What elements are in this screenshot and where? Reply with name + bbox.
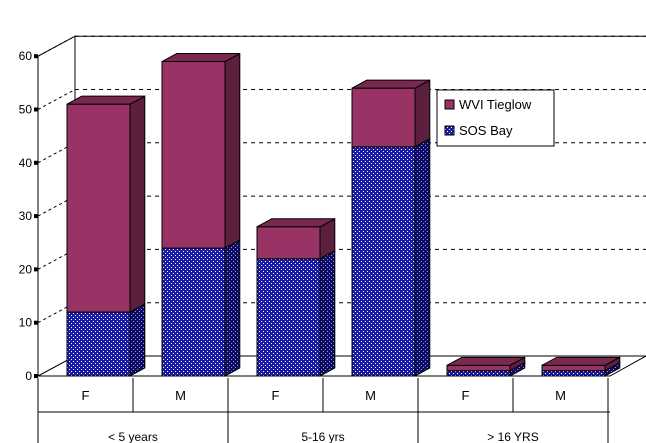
y-tick-mark — [34, 320, 38, 325]
category-label: F — [462, 388, 470, 403]
gridline-side — [37, 248, 76, 270]
y-axis: 0 10 20 30 40 50 60 — [19, 49, 38, 383]
bar-wvi-tieglow — [161, 61, 226, 249]
legend-swatch-wvi-tieglow — [444, 99, 455, 110]
y-tick-label: 20 — [19, 262, 33, 276]
y-tick-label: 40 — [19, 156, 33, 170]
bar-wvi-tieglow-top — [541, 356, 621, 366]
legend-label-wvi-tieglow: WVI Tieglow — [459, 97, 532, 112]
bar-wvi-tieglow-top — [351, 79, 431, 89]
gridline-side — [37, 89, 76, 110]
bar-wvi-tieglow — [351, 87, 416, 148]
bar-wvi-tieglow-side — [129, 95, 146, 313]
bar-wvi-tieglow — [541, 364, 606, 372]
y-tick-mark — [34, 107, 38, 112]
category-label: F — [272, 388, 280, 403]
bar-wvi-tieglow — [256, 226, 321, 260]
legend: WVI Tieglow SOS Bay — [436, 89, 555, 147]
bar-wvi-tieglow-top — [446, 356, 526, 366]
category-label: M — [175, 388, 186, 403]
y-tick-mark — [34, 267, 38, 272]
y-tick-label: 50 — [19, 103, 33, 117]
bar-sos-bay — [256, 258, 321, 377]
y-tick-mark — [34, 214, 38, 219]
bar-sos-bay-side — [129, 303, 146, 377]
gridline-side — [37, 35, 76, 57]
legend-box — [436, 89, 555, 147]
gridline-side — [37, 142, 76, 164]
bar-wvi-tieglow — [66, 103, 131, 313]
y-tick-label: 30 — [19, 209, 33, 223]
bar-sos-bay — [66, 311, 131, 377]
gridline-side — [37, 302, 76, 324]
bar-wvi-tieglow-side — [224, 52, 241, 249]
bar-sos-bay-side — [319, 249, 336, 377]
y-tick-label: 60 — [19, 49, 33, 63]
bar-wvi-tieglow-side — [414, 79, 431, 148]
bar-sos-bay — [541, 370, 606, 377]
bar-wvi-tieglow-top — [256, 218, 336, 228]
bar-wvi-tieglow-top — [161, 53, 241, 63]
category-label: M — [365, 388, 376, 403]
group-label: < 5 years — [108, 430, 158, 443]
group-label: 5-16 yrs — [301, 430, 344, 443]
floor — [37, 355, 646, 377]
bar-sos-bay — [446, 370, 511, 377]
legend-swatch-sos-bay — [444, 125, 455, 136]
bar-wvi-tieglow — [446, 364, 511, 372]
bar-wvi-tieglow-top — [66, 95, 146, 105]
y-tick-label: 10 — [19, 316, 33, 330]
bar-sos-bay — [161, 247, 226, 377]
group-label: > 16 YRS — [487, 430, 538, 443]
legend-label-sos-bay: SOS Bay — [459, 123, 513, 138]
bar-sos-bay — [351, 146, 416, 377]
y-tick-mark — [34, 54, 38, 59]
bars — [66, 52, 621, 377]
category-label: F — [82, 388, 90, 403]
y-tick-mark — [34, 374, 38, 378]
bar-sos-bay-side — [224, 239, 241, 377]
y-tick-mark — [34, 160, 38, 165]
category-label: M — [555, 388, 566, 403]
y-tick-label: 0 — [25, 369, 32, 383]
x-axis-table: F M F M F M < 5 years 5-16 yrs > 16 YRS — [37, 378, 610, 443]
gridline-side — [37, 195, 76, 217]
bar-sos-bay-side — [414, 137, 431, 377]
